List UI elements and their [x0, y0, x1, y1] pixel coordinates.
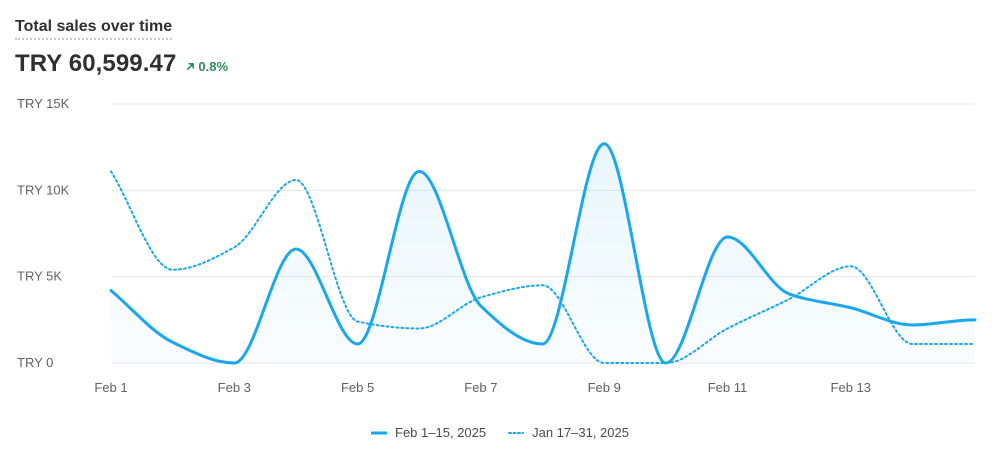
- legend-label-previous: Jan 17–31, 2025: [532, 425, 629, 440]
- y-tick-label: TRY 0: [17, 355, 53, 370]
- chart-title[interactable]: Total sales over time: [15, 18, 173, 40]
- legend-label-current: Feb 1–15, 2025: [395, 425, 487, 440]
- series-line-1: [110, 170, 976, 365]
- series-line-0: [109, 142, 977, 365]
- total-row: TRY 60,599.47 0.8%: [15, 50, 228, 78]
- legend-solid-line-icon: [371, 431, 388, 434]
- change-badge: 0.8%: [186, 59, 228, 74]
- x-tick-label: Feb 3: [218, 380, 251, 395]
- series-area-0: [111, 143, 975, 363]
- sales-line-chart[interactable]: TRY 0 TRY 5K TRY 10K TRY 15K Feb 1 Feb 3 Feb 5…: [0, 0, 1000, 420]
- y-tick-label: TRY 5K: [17, 269, 62, 284]
- legend-item-previous[interactable]: Jan 17–31, 2025: [508, 425, 629, 440]
- x-tick-label: Feb 11: [708, 380, 748, 395]
- arrow-up-right-icon: [187, 62, 195, 71]
- change-value: 0.8%: [198, 59, 229, 74]
- x-tick-label: Feb 13: [831, 380, 871, 395]
- y-tick-label: TRY 10K: [17, 182, 70, 197]
- x-tick-label: Feb 5: [341, 380, 374, 395]
- x-tick-label: Feb 9: [588, 380, 621, 395]
- x-tick-label: Feb 1: [94, 380, 127, 395]
- chart-legend: Feb 1–15, 2025 Jan 17–31, 2025: [0, 425, 1000, 440]
- x-tick-label: Feb 7: [464, 380, 497, 395]
- total-sales-value: TRY 60,599.47: [15, 50, 177, 77]
- legend-dotted-line-icon: [508, 431, 525, 434]
- y-tick-label: TRY 15K: [17, 96, 70, 111]
- legend-item-current[interactable]: Feb 1–15, 2025: [371, 425, 486, 440]
